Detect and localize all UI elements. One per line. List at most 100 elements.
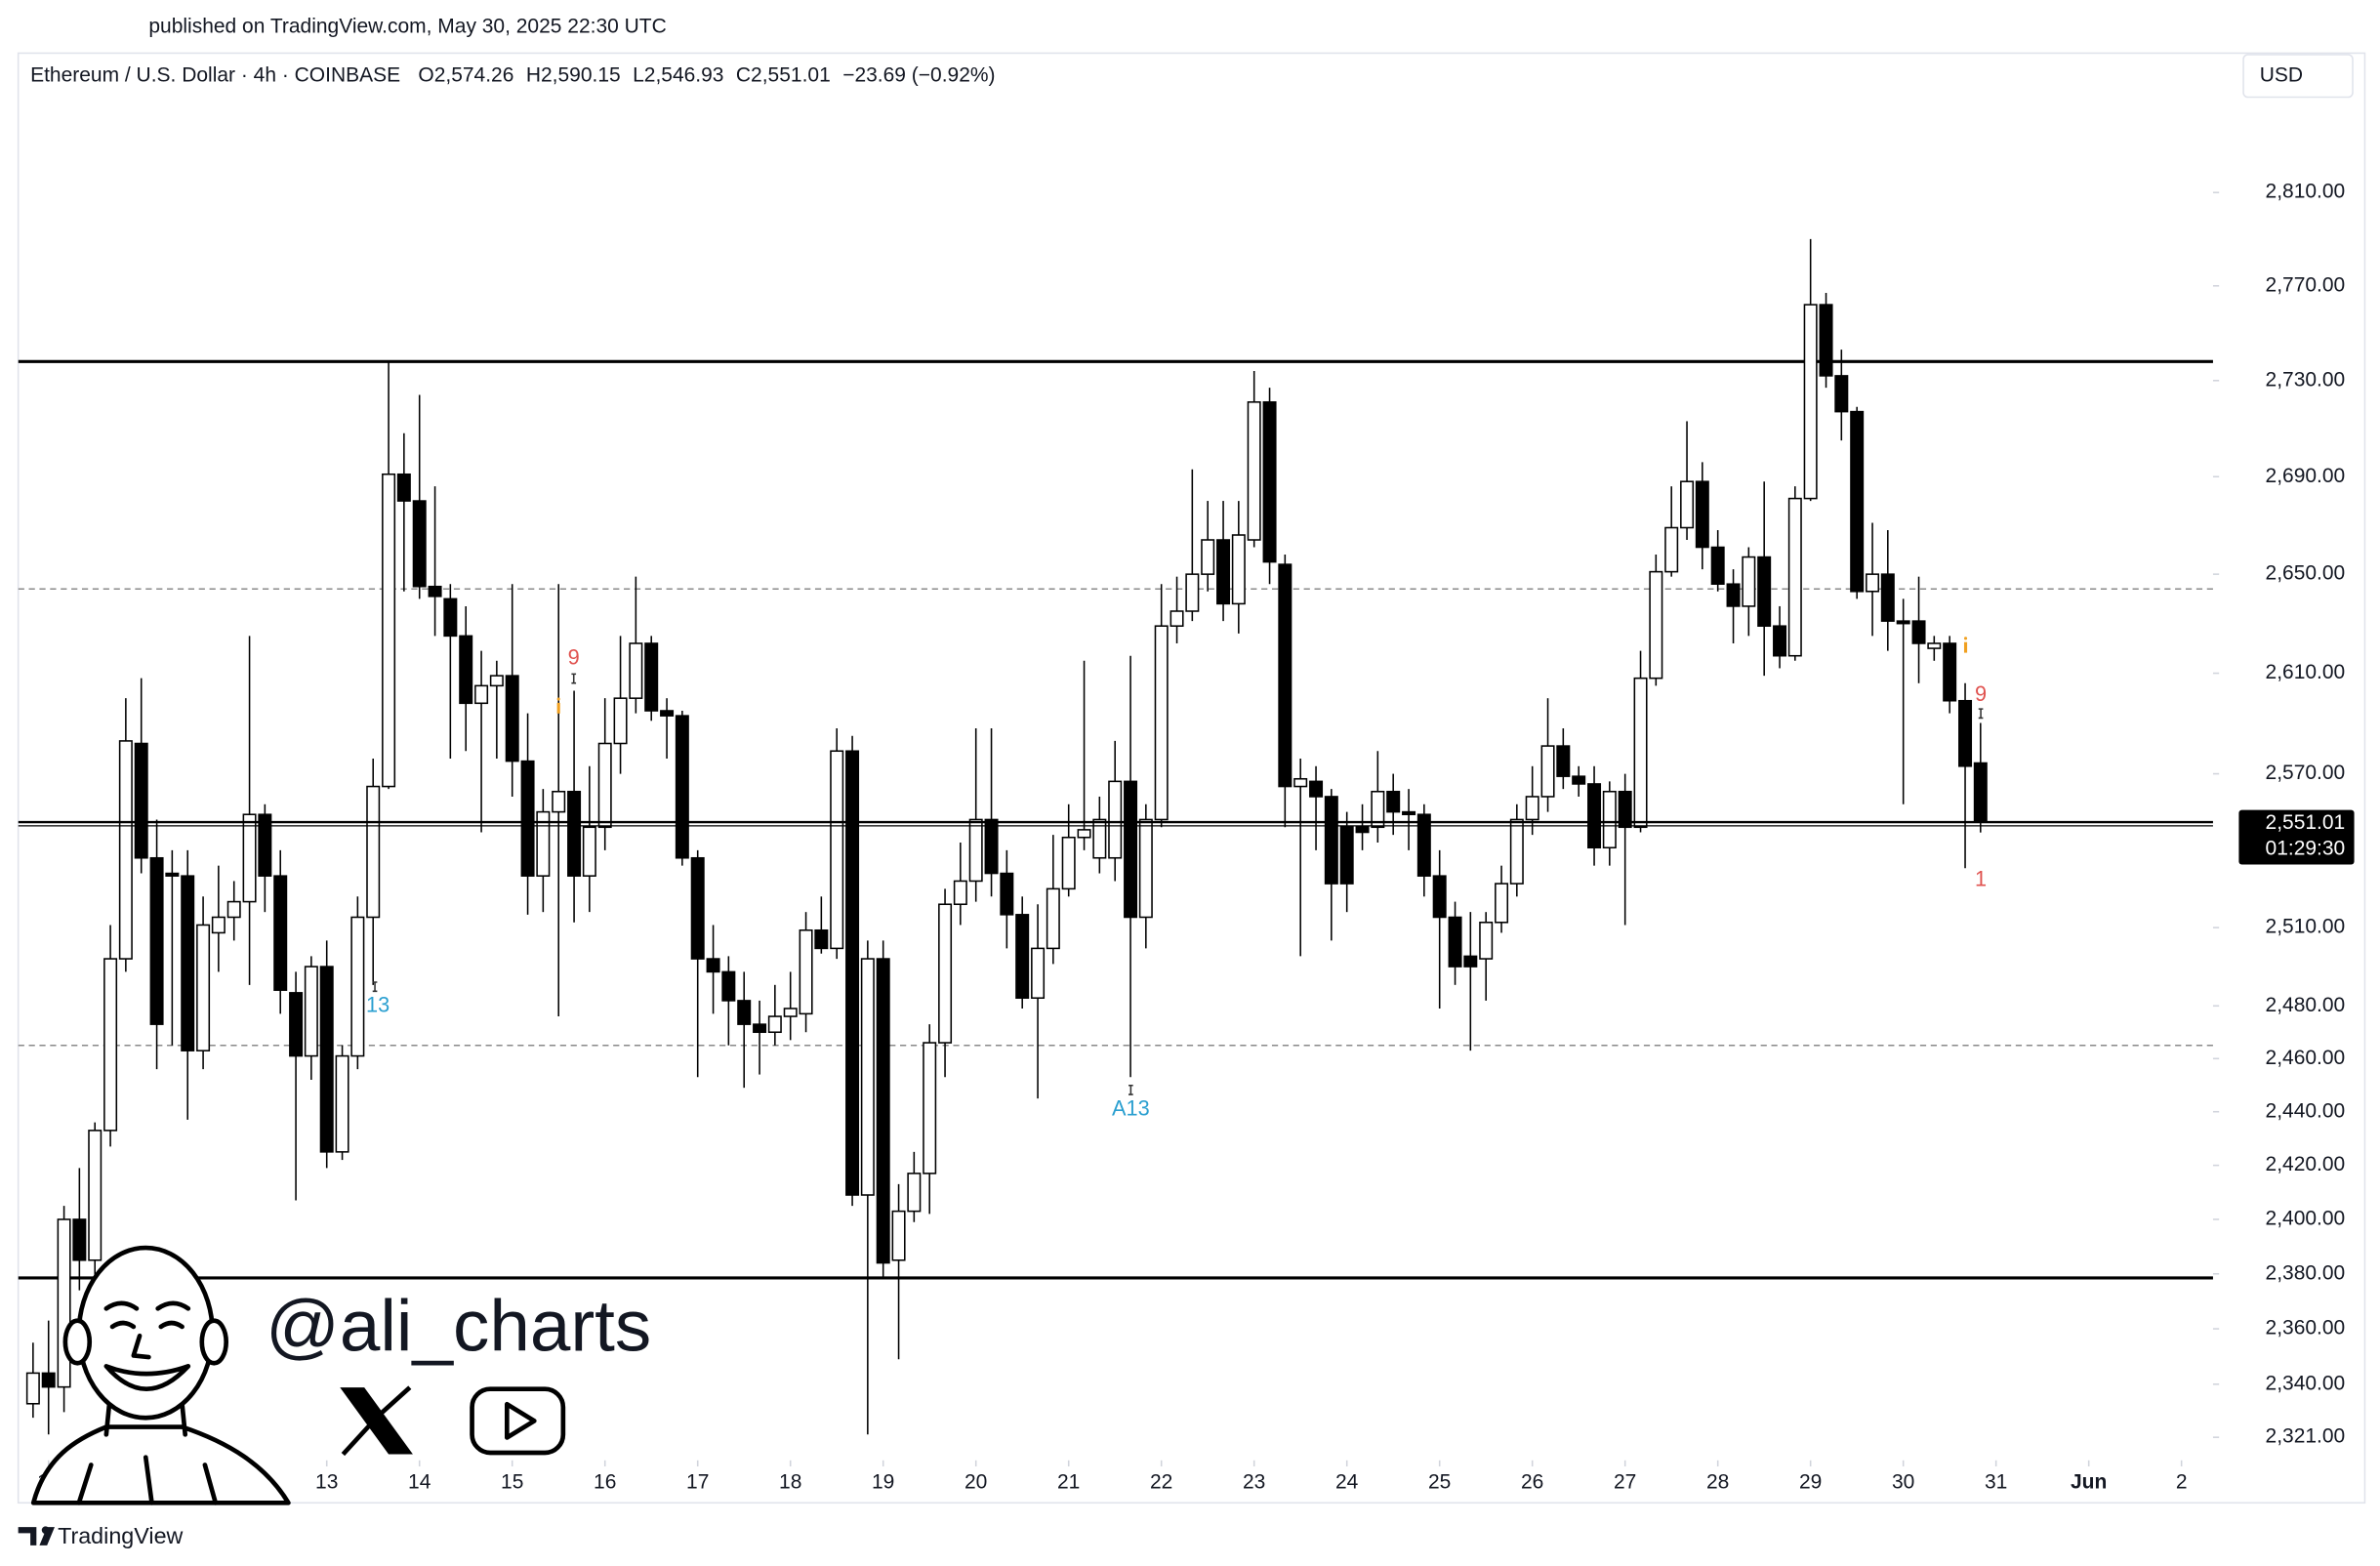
y-tick-label: 2,510.00 (2266, 916, 2346, 938)
candle-body (149, 856, 164, 1025)
candle-body (412, 500, 427, 588)
candle-body (1124, 780, 1138, 919)
brand-name[interactable]: TradingView (58, 1523, 183, 1548)
y-tick-label: 2,730.00 (2266, 368, 2346, 391)
candle-body (814, 928, 829, 950)
candle-body (1943, 642, 1957, 702)
x-tick-label: 23 (1243, 1471, 1265, 1494)
avatar-neck (103, 1401, 188, 1437)
x-tick-label: 26 (1521, 1471, 1543, 1494)
candle-body (103, 958, 118, 1132)
candle-body (1525, 796, 1539, 821)
x-tick-label: Jun (2071, 1471, 2107, 1494)
candle-body (1432, 875, 1447, 919)
candle-body (799, 928, 813, 1015)
candle-body (1896, 620, 1910, 625)
youtube-play[interactable] (504, 1401, 537, 1440)
candle-body (1834, 375, 1849, 413)
y-tick-label: 2,400.00 (2266, 1208, 2346, 1230)
candle-body (1803, 304, 1818, 500)
avatar-head (76, 1245, 216, 1421)
candle-body (1911, 620, 1926, 644)
legend-item: C2,551.01 (736, 63, 831, 86)
candle-body (923, 1042, 937, 1174)
candle-body (613, 697, 628, 745)
candle-body (1495, 883, 1509, 924)
x-logo[interactable] (340, 1385, 413, 1457)
candle-body (830, 750, 844, 950)
candle-body (1602, 790, 1617, 849)
signal-label: A13 (1112, 1095, 1150, 1120)
signal-marker (571, 673, 577, 684)
x-tick-label: 22 (1150, 1471, 1172, 1494)
info-marker-dot (556, 697, 560, 701)
candle-body (1695, 480, 1709, 549)
last-price-box (2238, 809, 2355, 865)
currency-label[interactable]: USD (2260, 63, 2303, 86)
x-tick-label: 29 (1799, 1471, 1822, 1494)
candle-body (1787, 497, 1802, 657)
x-tick-label: 31 (1985, 1471, 2007, 1494)
candle-body (1540, 745, 1555, 798)
x-tick-label: 28 (1706, 1471, 1729, 1494)
candle-body (1556, 745, 1571, 777)
y-tick-label: 2,690.00 (2266, 465, 2346, 487)
y-tick-label: 2,340.00 (2266, 1372, 2346, 1394)
x-logo-stroke[interactable] (341, 1385, 412, 1457)
candle-body (57, 1218, 71, 1388)
x-tick-label: 17 (686, 1471, 709, 1494)
candle-body (860, 958, 875, 1196)
y-tick-label: 2,440.00 (2266, 1099, 2346, 1122)
x-tick-label: 16 (594, 1471, 616, 1494)
candle-body (289, 992, 304, 1057)
axes: 2,321.00 2,340.00 2,360.00 2,380.00 2,400.00… (37, 181, 2345, 1494)
overlay: 2,551.01 01:29:30 13 A13 9 9 1 (366, 637, 2355, 1120)
currency-button[interactable]: USD (2242, 54, 2354, 99)
candle-body (1587, 783, 1602, 849)
signal-label: 13 (366, 993, 390, 1017)
candle-body (536, 810, 551, 877)
candle-body (1138, 818, 1153, 919)
candle-body (226, 900, 241, 919)
plot-area (18, 238, 2213, 1435)
candle-body (72, 1218, 87, 1261)
candle-body (753, 1023, 767, 1034)
candle-body (1216, 539, 1231, 605)
candle-body (335, 1054, 349, 1153)
brand-icon-dot[interactable] (41, 1526, 50, 1535)
candle-body (1000, 872, 1014, 916)
candle-body (1278, 563, 1293, 788)
candle-body (1231, 534, 1246, 605)
candle-body (968, 818, 983, 883)
candle-body (366, 785, 381, 919)
candle-body (552, 790, 566, 813)
y-tick-label: 2,321.00 (2266, 1425, 2346, 1448)
candle-body (1866, 573, 1880, 593)
candle-body (181, 875, 195, 1051)
candle-body (1572, 775, 1586, 785)
candle-body (1726, 583, 1741, 607)
legend-item: L2,546.93 (633, 63, 723, 86)
x-tick-label: 14 (408, 1471, 431, 1494)
candle-body (1649, 570, 1663, 680)
candle-body (1416, 813, 1431, 877)
currency-button-frame[interactable] (2242, 54, 2354, 99)
signal-label: 9 (1975, 681, 1987, 706)
x-tick-label: 27 (1614, 1471, 1636, 1494)
avatar (30, 1245, 291, 1505)
signal-label: 9 (568, 645, 580, 670)
candle-body (767, 1015, 782, 1034)
youtube-logo[interactable] (470, 1386, 566, 1456)
candle-body (350, 916, 365, 1057)
legend-item: O2,574.26 (418, 63, 513, 86)
candle-body (1927, 642, 1942, 649)
brand-logo[interactable]: TradingView (18, 1523, 184, 1548)
y-tick-label: 2,360.00 (2266, 1317, 2346, 1339)
chart-frame (17, 52, 2366, 1504)
legend-item: −23.69 (−0.92%) (842, 63, 995, 86)
candle-body (1880, 573, 1895, 622)
candle-body (1324, 796, 1338, 885)
avatar-shirt (76, 1455, 219, 1505)
candle-body (1680, 480, 1695, 529)
candle-body (1742, 556, 1756, 607)
